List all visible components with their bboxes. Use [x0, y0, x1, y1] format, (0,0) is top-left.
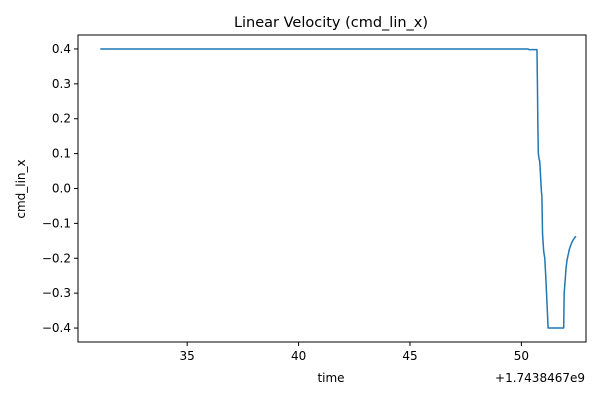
- y-tick-label: −0.4: [42, 321, 71, 335]
- series-line: [100, 48, 577, 329]
- y-tick-label: −0.1: [42, 216, 71, 230]
- y-tick-label: −0.3: [42, 286, 71, 300]
- y-axis-label: cmd_lin_x: [14, 159, 28, 218]
- chart-title: Linear Velocity (cmd_lin_x): [234, 15, 428, 31]
- y-tick-label: 0.1: [52, 147, 71, 161]
- y-tick-label: 0.2: [52, 112, 71, 126]
- x-axis: 35 40 45 50: [180, 342, 529, 363]
- x-tick-label: 35: [180, 349, 195, 363]
- x-tick-label: 40: [291, 349, 306, 363]
- x-axis-label: time: [317, 371, 344, 385]
- x-axis-offset-label: +1.7438467e9: [495, 371, 585, 385]
- y-tick-label: −0.2: [42, 251, 71, 265]
- x-tick-label: 45: [402, 349, 417, 363]
- y-tick-label: 0.4: [52, 42, 71, 56]
- x-tick-label: 50: [514, 349, 529, 363]
- y-axis: −0.4 −0.3 −0.2 −0.1 0.0 0.1 0.2 0.3 0.4: [42, 42, 78, 335]
- y-tick-label: 0.0: [52, 182, 71, 196]
- plot-area-frame: [77, 34, 587, 343]
- y-tick-label: 0.3: [52, 77, 71, 91]
